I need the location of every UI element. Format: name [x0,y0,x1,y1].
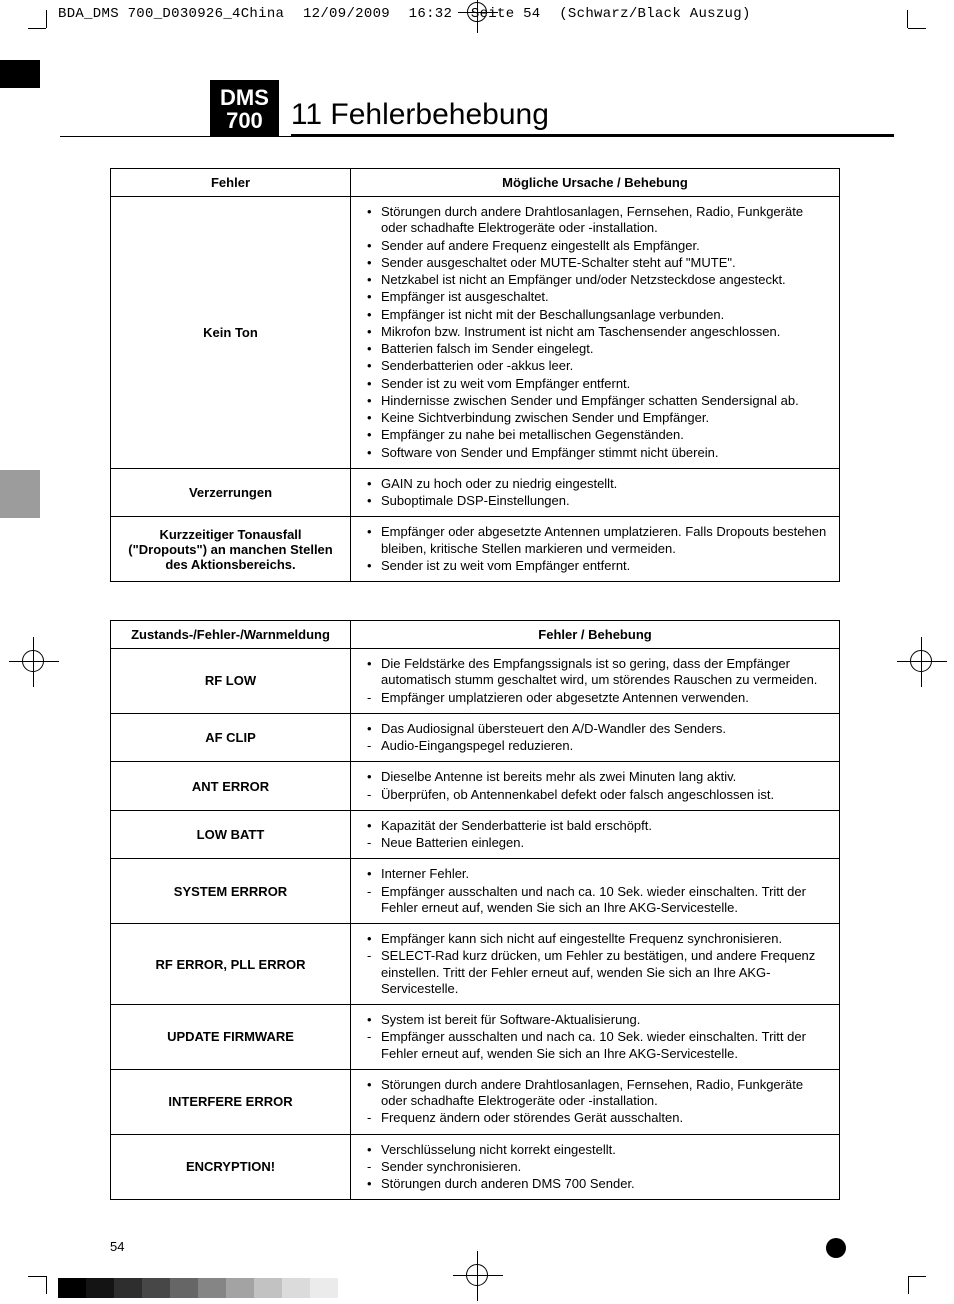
t1-row-label: Kein Ton [111,197,351,469]
registration-mark-left [22,650,44,672]
print-header: BDA_DMS 700_D030926_4China 12/09/2009 16… [58,6,761,22]
t1-head-col2: Mögliche Ursache / Behebung [351,169,840,197]
list-item: Empfänger oder abgesetzte Antennen umpla… [381,524,831,557]
brand-logo-icon [826,1238,846,1258]
list-item: Störungen durch anderen DMS 700 Sender. [381,1176,831,1192]
t2-row-label: RF ERROR, PLL ERROR [111,924,351,1005]
list-item: Mikrofon bzw. Instrument ist nicht am Ta… [381,324,831,340]
list-item: Sender ist zu weit vom Empfänger entfern… [381,376,831,392]
side-tab-black [0,60,40,88]
registration-mark-top [467,2,487,22]
table-row: Verzerrungen GAIN zu hoch oder zu niedrig… [111,468,840,517]
list-item: Die Feldstärke des Empfangssignals ist s… [381,656,831,689]
t1-row-items: Störungen durch andere Drahtlosanlagen, … [351,197,840,469]
list-item: System ist bereit für Software-Aktualisi… [381,1012,831,1028]
list-item: Sender ausgeschaltet oder MUTE-Schalter … [381,255,831,271]
list-item: Empfänger ist nicht mit der Beschallungs… [381,307,831,323]
list-item: Das Audiosignal übersteuert den A/D-Wand… [381,721,831,737]
print-date: 12/09/2009 [303,6,390,22]
table-row: SYSTEM ERRROR Interner Fehler. Empfänger a… [111,859,840,924]
table-row: RF LOW Die Feldstärke des Empfangssignals… [111,649,840,714]
chapter-heading: DMS 700 11 Fehlerbehebung [60,80,894,137]
print-color: (Schwarz/Black Auszug) [559,6,750,22]
t2-row-items: Störungen durch andere Drahtlosanlagen, … [351,1069,840,1134]
t2-row-items: System ist bereit für Software-Aktualisi… [351,1005,840,1070]
list-item: Frequenz ändern oder störendes Gerät aus… [381,1110,831,1126]
table-row: LOW BATT Kapazität der Senderbatterie ist… [111,810,840,859]
t1-head-col1: Fehler [111,169,351,197]
list-item: GAIN zu hoch oder zu niedrig eingestellt… [381,476,831,492]
list-item: Verschlüsselung nicht korrekt eingestell… [381,1142,831,1158]
list-item: Überprüfen, ob Antennenkabel defekt oder… [381,787,831,803]
t2-row-items: Die Feldstärke des Empfangssignals ist s… [351,649,840,714]
list-item: Neue Batterien einlegen. [381,835,831,851]
page: { "print_header": { "file": "BDA_DMS 700… [0,0,954,1304]
model-line1: DMS [220,86,269,109]
table-row: RF ERROR, PLL ERROR Empfänger kann sich n… [111,924,840,1005]
t2-row-label: ANT ERROR [111,762,351,811]
list-item: Empfänger kann sich nicht auf eingestell… [381,931,831,947]
t2-row-items: Interner Fehler. Empfänger ausschalten un… [351,859,840,924]
model-line2: 700 [220,109,269,132]
print-file: BDA_DMS 700_D030926_4China [58,6,284,22]
t2-row-items: Kapazität der Senderbatterie ist bald er… [351,810,840,859]
t1-row-label: Verzerrungen [111,468,351,517]
list-item: Störungen durch andere Drahtlosanlagen, … [381,1077,831,1110]
list-item: Sender ist zu weit vom Empfänger entfern… [381,558,831,574]
t1-row-items: Empfänger oder abgesetzte Antennen umpla… [351,517,840,582]
t2-row-label: UPDATE FIRMWARE [111,1005,351,1070]
table-row: INTERFERE ERROR Störungen durch andere Dr… [111,1069,840,1134]
table-row: Kein Ton Störungen durch andere Drahtlosa… [111,197,840,469]
list-item: Kapazität der Senderbatterie ist bald er… [381,818,831,834]
list-item: Software von Sender und Empfänger stimmt… [381,445,831,461]
t2-row-label: AF CLIP [111,713,351,762]
t2-row-items: Das Audiosignal übersteuert den A/D-Wand… [351,713,840,762]
registration-mark-right [910,650,932,672]
model-badge: DMS 700 [210,80,279,136]
troubleshooting-table-1: Fehler Mögliche Ursache / Behebung Kein … [110,168,840,582]
t1-row-items: GAIN zu hoch oder zu niedrig eingestellt… [351,468,840,517]
print-time: 16:32 [409,6,453,22]
list-item: Keine Sichtverbindung zwischen Sender un… [381,410,831,426]
color-bar [58,1278,338,1298]
t2-row-label: LOW BATT [111,810,351,859]
table-row: ENCRYPTION! Verschlüsselung nicht korrekt… [111,1134,840,1200]
list-item: Interner Fehler. [381,866,831,882]
list-item: Audio-Eingangspegel reduzieren. [381,738,831,754]
t2-row-label: ENCRYPTION! [111,1134,351,1200]
t2-row-label: SYSTEM ERRROR [111,859,351,924]
list-item: Empfänger ausschalten und nach ca. 10 Se… [381,884,831,917]
t1-row-label: Kurzzeitiger Tonausfall ("Dropouts") an … [111,517,351,582]
t2-row-items: Empfänger kann sich nicht auf eingestell… [351,924,840,1005]
list-item: Netzkabel ist nicht an Empfänger und/ode… [381,272,831,288]
chapter-title: 11 Fehlerbehebung [291,98,894,136]
list-item: Sender synchronisieren. [381,1159,831,1175]
list-item: SELECT-Rad kurz drücken, um Fehler zu be… [381,948,831,997]
list-item: Suboptimale DSP-Einstellungen. [381,493,831,509]
list-item: Empfänger zu nahe bei metallischen Gegen… [381,427,831,443]
t2-row-items: Verschlüsselung nicht korrekt eingestell… [351,1134,840,1200]
list-item: Empfänger ausschalten und nach ca. 10 Se… [381,1029,831,1062]
troubleshooting-table-2: Zustands-/Fehler-/Warnmeldung Fehler / B… [110,620,840,1200]
t2-row-label: RF LOW [111,649,351,714]
t2-head-col1: Zustands-/Fehler-/Warnmeldung [111,621,351,649]
table-row: Kurzzeitiger Tonausfall ("Dropouts") an … [111,517,840,582]
table-row: UPDATE FIRMWARE System ist bereit für Sof… [111,1005,840,1070]
list-item: Empfänger ist ausgeschaltet. [381,289,831,305]
list-item: Störungen durch andere Drahtlosanlagen, … [381,204,831,237]
table-row: AF CLIP Das Audiosignal übersteuert den A… [111,713,840,762]
list-item: Hindernisse zwischen Sender und Empfänge… [381,393,831,409]
list-item: Sender auf andere Frequenz eingestellt a… [381,238,831,254]
list-item: Dieselbe Antenne ist bereits mehr als zw… [381,769,831,785]
list-item: Batterien falsch im Sender eingelegt. [381,341,831,357]
list-item: Empfänger umplatzieren oder abgesetzte A… [381,690,831,706]
page-number: 54 [110,1239,124,1254]
t2-head-col2: Fehler / Behebung [351,621,840,649]
side-tab-grey [0,470,40,518]
t2-row-label: INTERFERE ERROR [111,1069,351,1134]
registration-mark-bottom [466,1264,488,1286]
table-row: ANT ERROR Dieselbe Antenne ist bereits me… [111,762,840,811]
list-item: Senderbatterien oder -akkus leer. [381,358,831,374]
t2-row-items: Dieselbe Antenne ist bereits mehr als zw… [351,762,840,811]
